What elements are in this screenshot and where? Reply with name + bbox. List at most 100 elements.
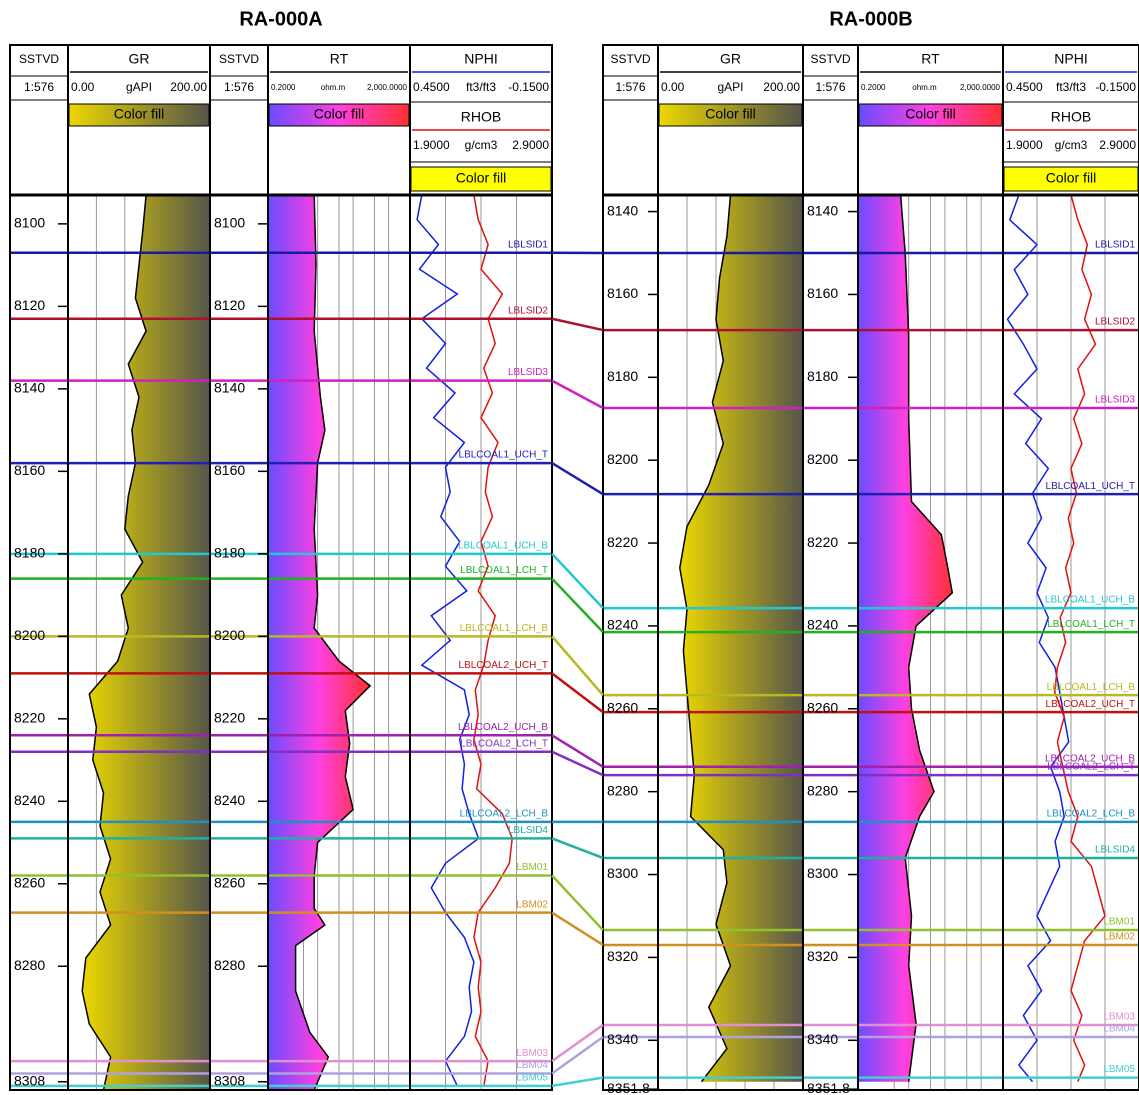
correlation-line [551,379,604,410]
depth-label: 8180 [607,368,638,384]
depth-title: SSTVD [19,52,59,66]
top-label: LBM03 [516,1048,548,1059]
depth-label: 8220 [214,710,245,726]
top-label: LBM05 [1103,1064,1135,1075]
correlation-line [551,874,604,931]
depth-label: 8100 [14,215,45,231]
correlation-line [551,672,604,714]
top-label: LBLSID1 [508,239,548,250]
depth-scale: 1:576 [24,80,54,94]
color-fill-swatch [410,166,552,192]
depth-scale: 1:576 [615,80,645,94]
scale-max: 200.00 [170,80,207,94]
depth-label: 8280 [807,782,838,798]
top-label: LBLCOAL1_LCH_B [460,623,549,634]
track-frame [9,44,69,1091]
depth-title: SSTVD [810,52,850,66]
color-fill-label: Color fill [1046,170,1097,186]
track-title: RHOB [1051,109,1091,125]
depth-label: 8180 [807,368,838,384]
track-title: GR [129,51,150,67]
scale-min: 0.00 [71,80,95,94]
color-fill-swatch [268,103,410,127]
depth-label: 8140 [214,380,245,396]
correlation-line [551,750,604,777]
top-label: LBLSID4 [1095,845,1135,856]
well-name: RA-000A [239,8,322,30]
correlation-line [551,462,604,496]
well-name: RA-000B [829,8,912,30]
depth-label: 8280 [607,782,638,798]
correlation-line [551,1023,604,1063]
track-frame [1002,44,1139,1091]
depth-label: 8220 [807,534,838,550]
top-label: LBLSID1 [1095,240,1135,251]
color-fill-label: Color fill [114,106,165,122]
depth-label: 8340 [607,1031,638,1047]
track-frame [409,44,553,1091]
track-title: GR [720,51,741,67]
scale-max: 2.9000 [1099,138,1136,152]
scale-min: 1.9000 [413,138,450,152]
top-label: LBLCOAL1_LCH_T [1047,619,1135,630]
scale-max: 200.00 [763,80,800,94]
top-label: LBLCOAL1_LCH_B [1047,682,1136,693]
depth-label: 8160 [807,285,838,301]
color-fill-label: Color fill [456,170,507,186]
top-label: LBLCOAL2_LCH_B [1047,809,1136,820]
color-fill-swatch [1003,166,1139,192]
top-label: LBLCOAL2_LCH_T [460,738,548,749]
depth-label: 8280 [214,957,245,973]
depth-label: 8260 [14,874,45,890]
top-label: LBLCOAL2_UCH_T [1046,699,1135,710]
curve-fill [268,195,371,1090]
scale-min: 0.4500 [1006,80,1043,94]
depth-label: 8351.8 [607,1080,650,1095]
correlation-line [551,635,604,696]
depth-label: 8340 [807,1031,838,1047]
log-curve [899,195,954,1082]
depth-scale: 1:576 [224,80,254,94]
depth-label: 8300 [807,865,838,881]
scale-unit: ft3/ft3 [466,80,496,94]
depth-label: 8120 [214,297,245,313]
top-label: LBM04 [1103,1024,1135,1035]
scale-max: -0.1500 [508,80,549,94]
depth-label: 8240 [214,792,245,808]
top-label: LBLSID2 [508,305,548,316]
curve-fill [858,195,953,1082]
depth-title: SSTVD [610,52,650,66]
track-title: RHOB [461,109,501,125]
scale-max: 2,000.0000 [367,83,408,92]
scale-min: 0.00 [661,80,685,94]
scale-unit: gAPI [717,80,743,94]
log-curve [1053,195,1106,1082]
depth-label: 8240 [14,792,45,808]
depth-label: 8220 [14,710,45,726]
correlation-line [551,1035,604,1075]
depth-label: 8180 [14,545,45,561]
log-curve [416,195,480,1087]
top-label: LBLSID3 [508,367,548,378]
log-curve [473,195,513,1087]
scale-unit: ohm.m [912,83,937,92]
top-label: LBM03 [1103,1012,1135,1023]
top-label: LBLCOAL1_UCH_T [1046,481,1135,492]
color-fill-swatch [658,103,803,127]
top-label: LBM01 [1103,917,1135,928]
color-fill-label: Color fill [705,106,756,122]
depth-label: 8180 [214,545,245,561]
top-label: LBM02 [1103,932,1135,943]
scale-min: 0.2000 [271,83,296,92]
depth-label: 8308 [214,1072,245,1088]
track-title: NPHI [464,51,497,67]
top-label: LBLCOAL2_UCH_B [1045,753,1135,764]
curve-fill [82,195,210,1090]
depth-label: 8240 [807,617,838,633]
scale-min: 0.4500 [413,80,450,94]
scale-min: 1.9000 [1006,138,1043,152]
track-title: NPHI [1054,51,1087,67]
depth-label: 8320 [607,948,638,964]
correlation-line [551,911,604,947]
